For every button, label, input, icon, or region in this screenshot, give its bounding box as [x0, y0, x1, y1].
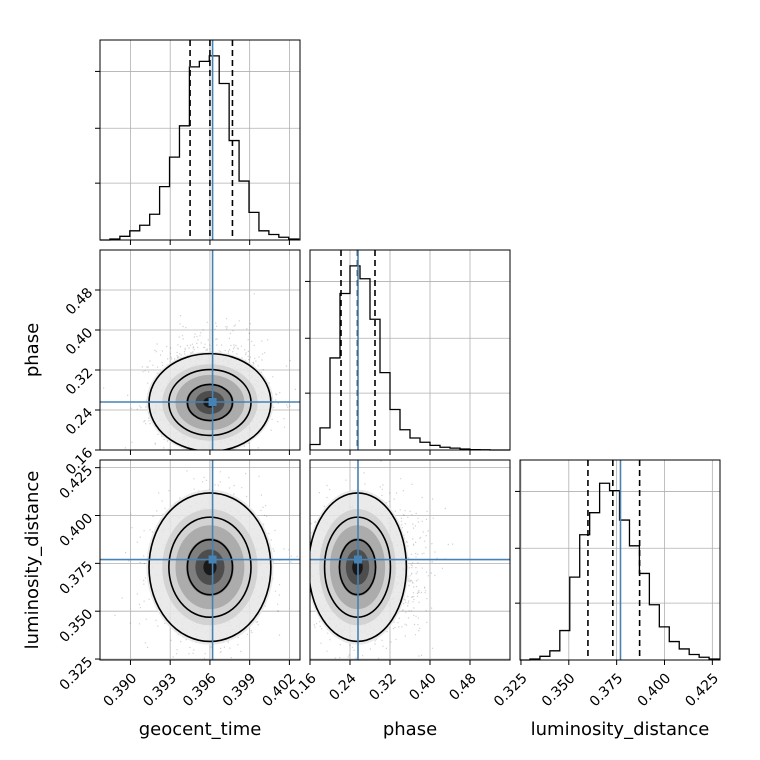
- hist-panel-luminosity_distance: [515, 459, 721, 665]
- y-tick-label-phase: 0.48: [63, 285, 96, 318]
- x-tick-label-phase: 0.32: [366, 670, 399, 703]
- x-axis-label-phase: phase: [383, 719, 437, 740]
- histogram-geocent_time: [100, 55, 300, 241]
- panel-frame-luminosity_distance: [519, 459, 721, 661]
- scatter-content: [100, 460, 300, 660]
- scatter-panel-geocent_time-luminosity_distance: [95, 459, 301, 665]
- histogram-luminosity_distance: [520, 482, 720, 661]
- panel-frame: [99, 459, 301, 661]
- x-tick-label-luminosity_distance: 0.325: [491, 670, 531, 710]
- hist-panel-geocent_time: [95, 39, 301, 245]
- x-tick-label-geocent_time: 0.393: [140, 670, 180, 710]
- x-tick-label-luminosity_distance: 0.400: [635, 670, 675, 710]
- x-tick-label-luminosity_distance: 0.350: [539, 670, 579, 710]
- truth-marker: [354, 555, 362, 564]
- y-tick-label-luminosity_distance: 0.325: [57, 654, 97, 694]
- x-tick-label-luminosity_distance: 0.425: [682, 670, 722, 710]
- y-tick-label-phase: 0.40: [63, 325, 96, 358]
- panel-frame: [309, 459, 511, 661]
- y-axis-label-phase: phase: [22, 323, 43, 377]
- y-tick-label-luminosity_distance: 0.375: [57, 558, 97, 598]
- y-tick-label-luminosity_distance: 0.400: [57, 510, 97, 550]
- x-tick-label-phase: 0.40: [406, 670, 439, 703]
- y-tick-label-luminosity_distance: 0.350: [57, 606, 97, 646]
- histogram-phase: [309, 265, 510, 451]
- contour-0: [148, 492, 272, 643]
- x-tick-label-phase: 0.48: [446, 670, 479, 703]
- truth-marker: [208, 555, 217, 564]
- contour-2: [186, 538, 234, 596]
- y-tick-label-phase: 0.32: [63, 365, 96, 398]
- scatter-panel-phase-luminosity_distance: [309, 459, 511, 665]
- truth-marker: [208, 398, 217, 406]
- x-tick-label-geocent_time: 0.390: [101, 670, 141, 710]
- x-tick-label-geocent_time: 0.396: [180, 670, 220, 710]
- panel-frame: [99, 249, 301, 451]
- y-axis-label-luminosity_distance: luminosity_distance: [22, 471, 43, 650]
- panel-frame-geocent_time: [99, 39, 301, 241]
- hist-panel-phase: [305, 249, 511, 455]
- x-axis-label-luminosity_distance: luminosity_distance: [531, 719, 710, 740]
- x-tick-label-geocent_time: 0.399: [220, 670, 260, 710]
- contour-1: [168, 516, 252, 619]
- scatter-content: [100, 250, 300, 450]
- y-tick-label-phase: 0.24: [63, 405, 96, 438]
- x-tick-label-luminosity_distance: 0.375: [587, 670, 627, 710]
- x-axis-label-geocent_time: geocent_time: [139, 719, 262, 740]
- panel-frame-phase: [309, 249, 511, 451]
- scatter-content: [310, 460, 510, 660]
- scatter-panel-geocent_time-phase: [95, 249, 301, 455]
- x-tick-label-phase: 0.24: [326, 670, 359, 703]
